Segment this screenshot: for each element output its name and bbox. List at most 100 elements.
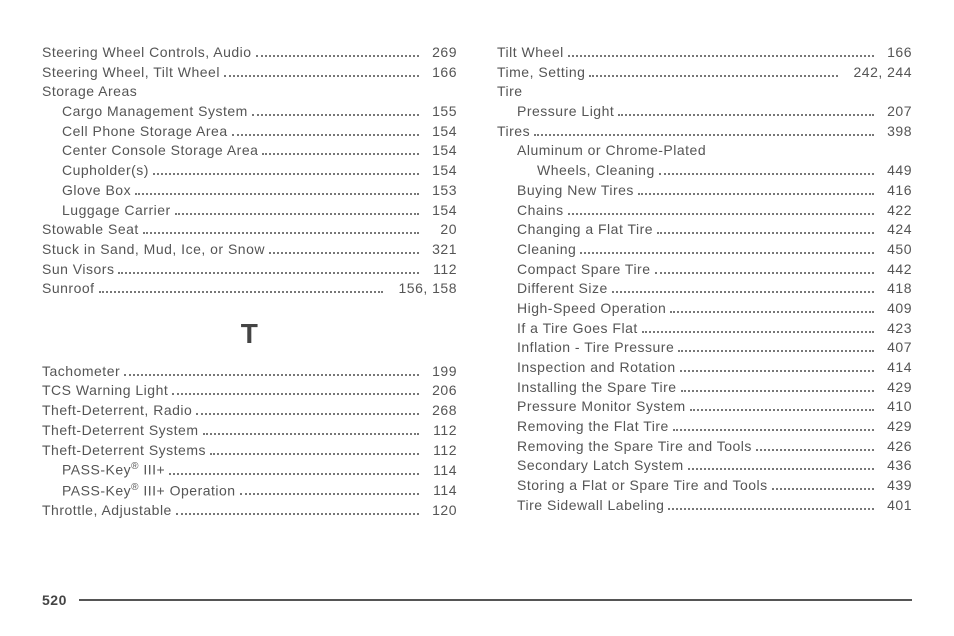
index-entry: Different Size418 bbox=[497, 280, 912, 298]
entry-label: Compact Spare Tire bbox=[517, 261, 651, 279]
index-entry: Cell Phone Storage Area154 bbox=[42, 123, 457, 141]
index-entry: Cargo Management System155 bbox=[42, 103, 457, 121]
entry-page: 114 bbox=[423, 482, 457, 500]
entry-page: 436 bbox=[878, 457, 912, 475]
index-entry: Installing the Spare Tire429 bbox=[497, 379, 912, 397]
index-entry: Stuck in Sand, Mud, Ice, or Snow321 bbox=[42, 241, 457, 259]
entry-label: TCS Warning Light bbox=[42, 382, 168, 400]
index-entry: Sunroof 156, 158 bbox=[42, 280, 457, 298]
leader-dots bbox=[143, 224, 419, 234]
entry-label: Glove Box bbox=[62, 182, 131, 200]
index-entry: Luggage Carrier154 bbox=[42, 202, 457, 220]
index-entry: Cleaning450 bbox=[497, 241, 912, 259]
entry-page: 439 bbox=[878, 477, 912, 495]
entry-page: 112 bbox=[423, 422, 457, 440]
leader-dots bbox=[642, 322, 874, 332]
leader-dots bbox=[568, 47, 874, 57]
index-entry: Compact Spare Tire 442 bbox=[497, 261, 912, 279]
index-entry: Center Console Storage Area154 bbox=[42, 142, 457, 160]
entry-label: Cargo Management System bbox=[62, 103, 248, 121]
leader-dots bbox=[618, 106, 874, 116]
leader-dots bbox=[756, 440, 874, 450]
right-column: Tilt Wheel166Time, Setting242, 244TirePr… bbox=[497, 44, 912, 524]
leader-dots bbox=[196, 405, 419, 415]
entry-label: Theft-Deterrent System bbox=[42, 422, 199, 440]
entry-label: Aluminum or Chrome-Plated bbox=[517, 142, 706, 160]
entry-label: Steering Wheel, Tilt Wheel bbox=[42, 64, 220, 82]
index-entry: Theft-Deterrent Systems 112 bbox=[42, 442, 457, 460]
leader-dots bbox=[224, 66, 419, 76]
index-entry: Sun Visors 112 bbox=[42, 261, 457, 279]
leader-dots bbox=[240, 485, 419, 495]
entry-label: Sun Visors bbox=[42, 261, 114, 279]
entry-page: 410 bbox=[878, 398, 912, 416]
leader-dots bbox=[256, 47, 419, 57]
index-entry: Steering Wheel Controls, Audio269 bbox=[42, 44, 457, 62]
entry-label: Storing a Flat or Spare Tire and Tools bbox=[517, 477, 768, 495]
entry-page: 112 bbox=[423, 261, 457, 279]
entry-label: Theft-Deterrent Systems bbox=[42, 442, 206, 460]
entry-label: Buying New Tires bbox=[517, 182, 634, 200]
left-column: Steering Wheel Controls, Audio269Steerin… bbox=[42, 44, 457, 524]
entry-label: Luggage Carrier bbox=[62, 202, 171, 220]
entry-page: 114 bbox=[423, 462, 457, 480]
index-page: Steering Wheel Controls, Audio269Steerin… bbox=[42, 44, 912, 608]
index-entry: Secondary Latch System436 bbox=[497, 457, 912, 475]
entry-label: Time, Setting bbox=[497, 64, 585, 82]
entry-label: Stowable Seat bbox=[42, 221, 139, 239]
leader-dots bbox=[99, 283, 383, 293]
entry-label: Different Size bbox=[517, 280, 608, 298]
index-entry: Theft-Deterrent System 112 bbox=[42, 422, 457, 440]
leader-dots bbox=[252, 106, 419, 116]
entry-label: Inspection and Rotation bbox=[517, 359, 676, 377]
entry-page: 156, 158 bbox=[387, 280, 457, 298]
leader-dots bbox=[534, 125, 874, 135]
entry-page: 449 bbox=[878, 162, 912, 180]
leader-dots bbox=[580, 243, 874, 253]
leader-dots bbox=[568, 204, 874, 214]
entry-page: 414 bbox=[878, 359, 912, 377]
entry-page: 416 bbox=[878, 182, 912, 200]
entry-page: 429 bbox=[878, 418, 912, 436]
entry-page: 424 bbox=[878, 221, 912, 239]
index-entry: Inflation - Tire Pressure407 bbox=[497, 339, 912, 357]
entry-label: Chains bbox=[517, 202, 564, 220]
index-entry: PASS-Key® III+ Operation114 bbox=[42, 482, 457, 500]
entry-label: Pressure Monitor System bbox=[517, 398, 686, 416]
entry-label: Sunroof bbox=[42, 280, 95, 298]
leader-dots bbox=[681, 381, 874, 391]
index-entry: Pressure Light 207 bbox=[497, 103, 912, 121]
entry-label: If a Tire Goes Flat bbox=[517, 320, 638, 338]
entry-label: Storage Areas bbox=[42, 83, 137, 101]
index-entry: Stowable Seat 20 bbox=[42, 221, 457, 239]
index-entry: PASS-Key® III+114 bbox=[42, 461, 457, 479]
entry-label: Tire bbox=[497, 83, 523, 101]
entry-label: Center Console Storage Area bbox=[62, 142, 258, 160]
index-entry: TCS Warning Light206 bbox=[42, 382, 457, 400]
entry-page: 401 bbox=[878, 497, 912, 515]
index-entry: Changing a Flat Tire424 bbox=[497, 221, 912, 239]
entry-page: 207 bbox=[878, 103, 912, 121]
page-footer: 520 bbox=[42, 592, 912, 608]
entry-label: Removing the Flat Tire bbox=[517, 418, 669, 436]
entry-page: 20 bbox=[423, 221, 457, 239]
entry-label: Tires bbox=[497, 123, 530, 141]
index-entry: Tilt Wheel166 bbox=[497, 44, 912, 62]
entry-label: Steering Wheel Controls, Audio bbox=[42, 44, 252, 62]
index-entry: Tire Sidewall Labeling401 bbox=[497, 497, 912, 515]
index-entry: Buying New Tires 416 bbox=[497, 182, 912, 200]
index-entry: If a Tire Goes Flat423 bbox=[497, 320, 912, 338]
entry-page: 422 bbox=[878, 202, 912, 220]
entry-label: Cupholder(s) bbox=[62, 162, 149, 180]
index-entry: Pressure Monitor System 410 bbox=[497, 398, 912, 416]
entry-page: 112 bbox=[423, 442, 457, 460]
index-entry: Wheels, Cleaning449 bbox=[497, 162, 912, 180]
entry-label: Pressure Light bbox=[517, 103, 614, 121]
index-entry: Storing a Flat or Spare Tire and Tools 43… bbox=[497, 477, 912, 495]
index-entry: Glove Box 153 bbox=[42, 182, 457, 200]
entry-page: 153 bbox=[423, 182, 457, 200]
leader-dots bbox=[668, 499, 874, 509]
leader-dots bbox=[638, 184, 874, 194]
two-column-layout: Steering Wheel Controls, Audio269Steerin… bbox=[42, 44, 912, 524]
entry-page: 442 bbox=[878, 261, 912, 279]
